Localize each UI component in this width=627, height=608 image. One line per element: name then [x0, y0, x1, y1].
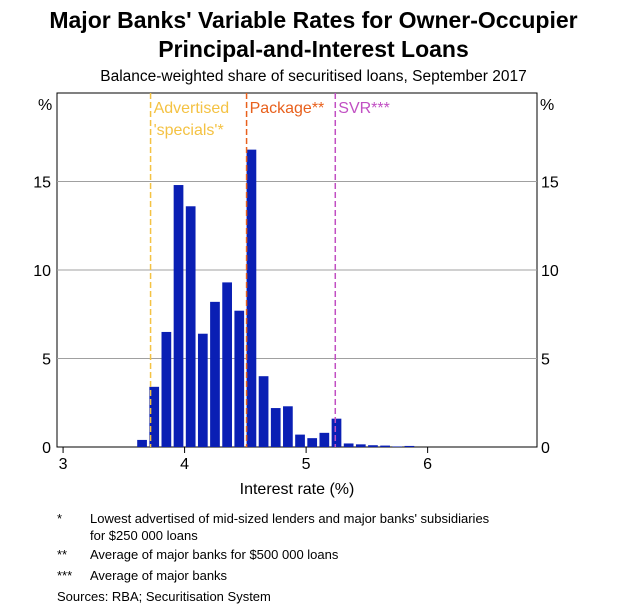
y-tick-label-left: 10 — [33, 263, 51, 280]
histogram-bar — [137, 439, 147, 447]
histogram-bar — [210, 301, 220, 447]
footnote-text-3: Average of major banks — [90, 568, 228, 583]
y-tick-label-right: 5 — [541, 352, 550, 369]
histogram-bar — [368, 445, 378, 447]
footnote-marker-2: ** — [57, 547, 68, 562]
reference-label: Package** — [250, 100, 325, 117]
chart-subtitle: Balance-weighted share of securitised lo… — [100, 68, 527, 85]
histogram-bar — [343, 443, 354, 447]
histogram-bar — [283, 406, 293, 447]
y-tick-label-right: 10 — [541, 263, 559, 280]
y-axis-unit-left: % — [38, 97, 52, 114]
histogram-bar — [197, 333, 208, 447]
chart-title-line1: Major Banks' Variable Rates for Owner-Oc… — [49, 7, 578, 33]
histogram-bar — [149, 386, 160, 447]
chart-title-line2: Principal-and-Interest Loans — [158, 36, 469, 62]
histogram-bar — [392, 446, 403, 447]
y-tick-label-left: 0 — [42, 440, 51, 457]
y-axis-unit-right: % — [540, 97, 554, 114]
histogram-bar — [185, 206, 196, 447]
histogram-chart: 0 0 5 5 10 10 15 15% % Advertised 'specials'* Packa… — [33, 92, 559, 498]
histogram-bar — [161, 331, 172, 447]
histogram-bar — [307, 438, 318, 447]
sources-note: Sources: RBA; Securitisation System — [57, 589, 271, 604]
histogram-bar — [173, 185, 184, 448]
histogram-bar — [270, 408, 281, 447]
x-tick-label: 6 — [423, 456, 432, 473]
histogram-bar — [319, 432, 330, 447]
histogram-bar — [380, 445, 390, 447]
x-tick-label: 3 — [59, 456, 68, 473]
reference-label: SVR*** — [338, 100, 390, 117]
x-axis-label: Interest rate (%) — [240, 481, 355, 498]
histogram-bar — [331, 418, 342, 447]
histogram-bar — [355, 444, 366, 447]
reference-label-line1: Advertised — [154, 100, 230, 117]
x-tick-label: 4 — [180, 456, 189, 473]
y-tick-label-right: 15 — [541, 175, 559, 192]
footnote-text-1b: for $250 000 loans — [90, 528, 198, 543]
histogram-bar — [246, 149, 257, 447]
histogram-bar — [295, 434, 305, 447]
footnote-marker-1: * — [57, 511, 63, 526]
y-tick-label-left: 5 — [42, 352, 51, 369]
histogram-bar — [234, 310, 245, 447]
y-tick-label-left: 15 — [33, 175, 51, 192]
footnote-text-1a: Lowest advertised of mid-sized lenders a… — [90, 511, 490, 526]
histogram-bar — [404, 445, 415, 447]
footnote-marker-3: *** — [57, 568, 73, 583]
footnote-text-2: Average of major banks for $500 000 loan… — [90, 547, 339, 562]
histogram-bar — [222, 282, 232, 447]
x-tick-label: 5 — [302, 456, 311, 473]
y-tick-label-right: 0 — [541, 440, 550, 457]
histogram-bar — [258, 376, 269, 447]
reference-label-line2: 'specials'* — [154, 122, 224, 139]
